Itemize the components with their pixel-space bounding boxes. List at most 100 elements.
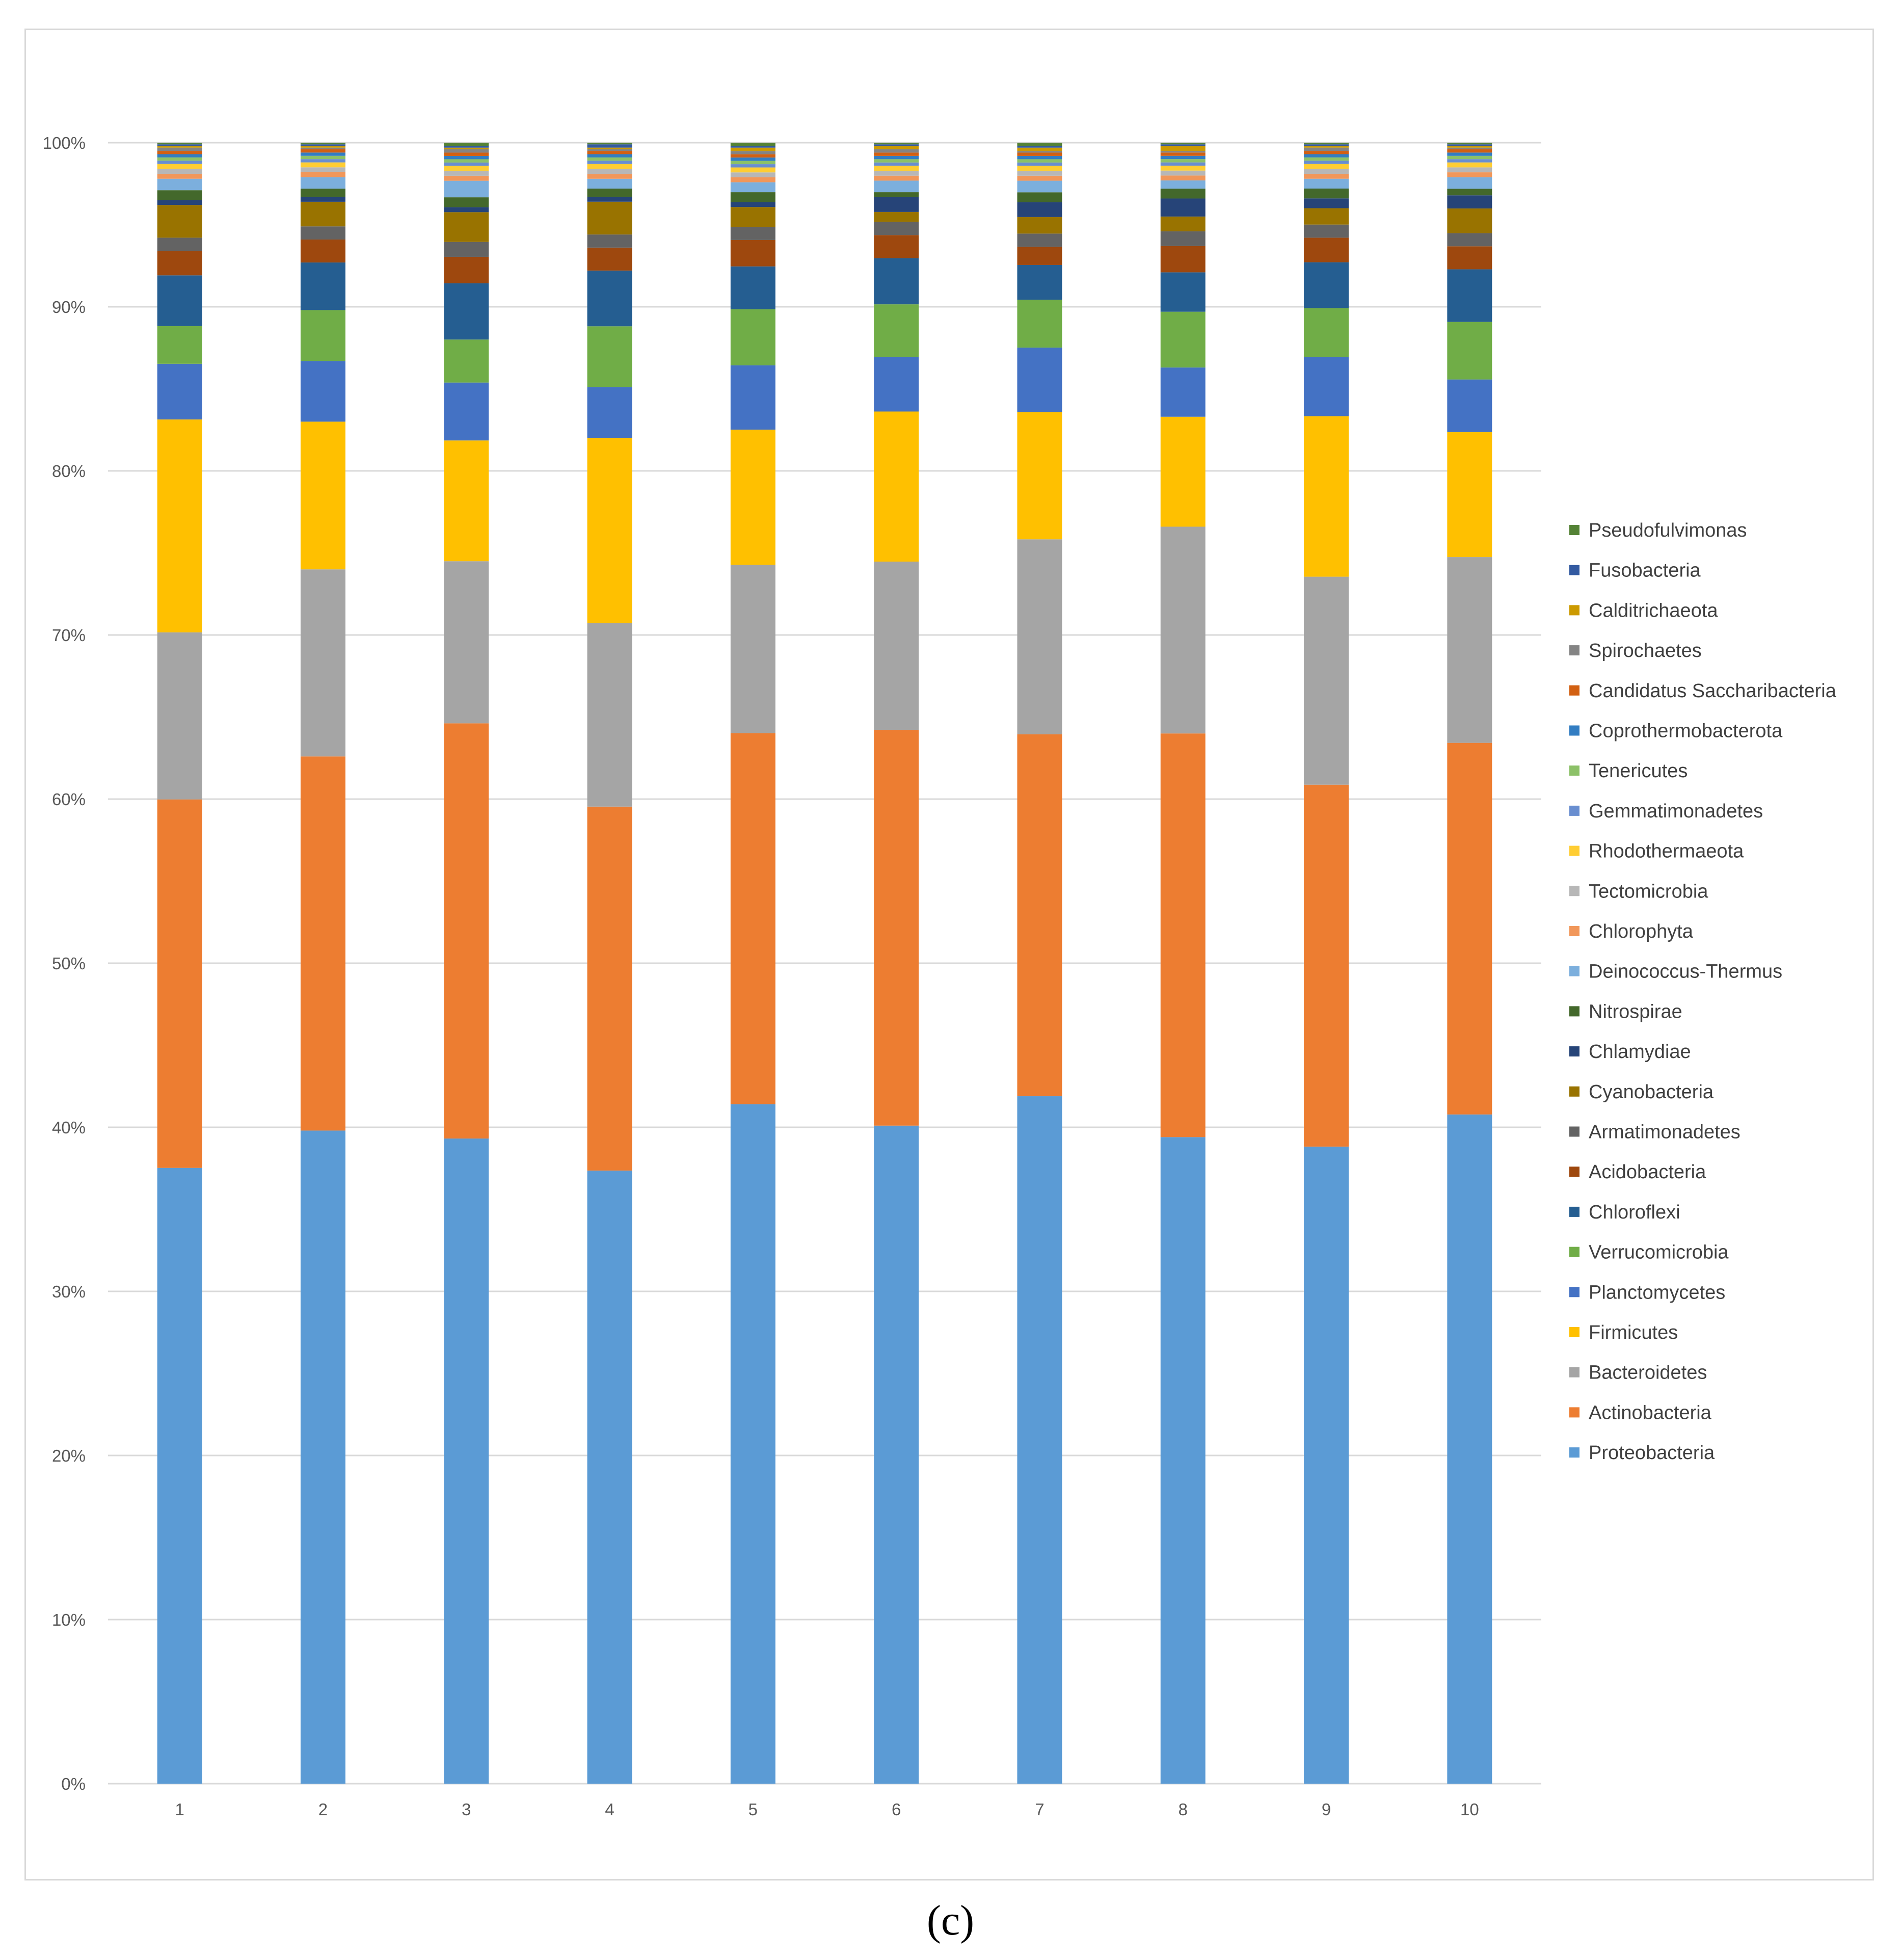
bar-segment — [874, 1125, 919, 1784]
bar-segment — [1447, 269, 1492, 322]
bar-segment — [1160, 231, 1206, 246]
legend-item: Rhodothermaeota — [1569, 841, 1744, 862]
bar-segment — [1017, 192, 1062, 202]
legend-swatch — [1569, 926, 1579, 936]
bar-segment — [1304, 416, 1349, 577]
bar-segment — [1447, 167, 1492, 173]
bar-segment — [1160, 416, 1206, 527]
bar-segment — [587, 154, 632, 157]
bar-stack-9 — [1304, 143, 1349, 1784]
bar-segment — [874, 357, 919, 412]
bar-segment — [1017, 1096, 1062, 1784]
bar-segment — [730, 151, 775, 154]
stacked-bar-chart: 0% 10% 20% 30% 40% 50% 60% 70% 80% 90% 100% 1 2 3 4 5 6… — [43, 134, 1837, 1819]
bar-segment — [157, 275, 202, 326]
bar-segment — [1447, 143, 1492, 145]
legend-swatch — [1569, 966, 1579, 976]
bar-segment — [444, 162, 489, 166]
bar-segment — [157, 143, 202, 145]
legend-label: Cyanobacteria — [1589, 1081, 1714, 1103]
bar-segment — [157, 326, 202, 364]
bar-segment — [874, 162, 919, 166]
legend-item: Coprothermobacterota — [1569, 721, 1783, 742]
bar-segment — [444, 166, 489, 171]
bar-segment — [1304, 576, 1349, 785]
bar-segment — [1017, 348, 1062, 412]
bar-segment — [874, 146, 919, 149]
bar-segment — [730, 202, 775, 207]
bar-segment — [300, 310, 345, 361]
bar-segment — [444, 149, 489, 153]
legend-swatch — [1569, 725, 1579, 736]
legend-swatch — [1569, 525, 1579, 535]
bar-segment — [1447, 189, 1492, 196]
y-tick-label: 0% — [61, 1774, 86, 1793]
bar-segment — [730, 172, 775, 177]
bar-segment — [587, 174, 632, 179]
bar-segment — [1017, 217, 1062, 234]
bar-segment — [730, 157, 775, 161]
legend-item: Verrucomicrobia — [1569, 1242, 1729, 1263]
bar-segment — [1160, 166, 1206, 171]
bar-segment — [300, 262, 345, 310]
y-tick-label: 70% — [52, 626, 86, 645]
legend-label: Candidatus Saccharibacteria — [1589, 680, 1837, 702]
bar-segment — [1447, 162, 1492, 168]
bar-segment — [1017, 412, 1062, 540]
legend-swatch — [1569, 1247, 1579, 1257]
x-tick-label: 5 — [748, 1800, 758, 1819]
bar-segment — [444, 207, 489, 213]
bar-stack-2 — [300, 143, 345, 1784]
bar-segment — [300, 152, 345, 156]
bar-segment — [300, 149, 345, 153]
bar-segment — [300, 172, 345, 177]
bar-segment — [1017, 151, 1062, 153]
legend-label: Proteobacteria — [1589, 1442, 1715, 1464]
bar-segment — [730, 146, 775, 148]
bar-stack-6 — [874, 143, 919, 1784]
bar-segment — [874, 730, 919, 1126]
bar-segment — [1017, 175, 1062, 181]
bar-segment — [730, 207, 775, 227]
bar-segment — [730, 227, 775, 240]
bar-segment — [444, 339, 489, 383]
y-tick-label: 60% — [52, 790, 86, 809]
bar-segment — [874, 235, 919, 258]
bar-segment — [444, 175, 489, 181]
bar-stack-7 — [1017, 143, 1062, 1784]
bar-segment — [157, 632, 202, 800]
bar-segment — [1017, 166, 1062, 171]
bar-segment — [444, 283, 489, 340]
bar-segment — [1447, 557, 1492, 743]
bar-segment — [730, 266, 775, 309]
legend-label: Planctomycetes — [1589, 1282, 1725, 1303]
bar-segment — [1160, 152, 1206, 156]
bar-segment — [157, 251, 202, 276]
x-tick-label: 9 — [1322, 1800, 1331, 1819]
bar-segment — [874, 211, 919, 222]
bar-segment — [1304, 308, 1349, 357]
bar-segment — [1304, 147, 1349, 151]
bar-segment — [587, 806, 632, 1171]
legend-label: Tenericutes — [1589, 760, 1688, 782]
legend-label: Deinococcus-Thermus — [1589, 961, 1782, 983]
bar-segment — [874, 180, 919, 193]
legend-label: Gemmatimonadetes — [1589, 801, 1763, 822]
legend-label: Tectomicrobia — [1589, 881, 1708, 902]
bar-segment — [1017, 162, 1062, 166]
gridlines — [108, 142, 1541, 1785]
y-tick-label: 100% — [43, 134, 86, 152]
bar-segment — [730, 161, 775, 165]
bar-segment — [444, 152, 489, 156]
bar-segment — [444, 723, 489, 1139]
bar-segment — [587, 234, 632, 248]
bar-segment — [1017, 171, 1062, 176]
bar-segment — [874, 144, 919, 146]
bar-segment — [1304, 144, 1349, 146]
bar-segment — [874, 152, 919, 156]
y-tick-label: 50% — [52, 954, 86, 973]
bar-segment — [1304, 357, 1349, 416]
bar-segment — [874, 304, 919, 357]
bar-segment — [587, 147, 632, 149]
bar-segment — [1160, 144, 1206, 146]
